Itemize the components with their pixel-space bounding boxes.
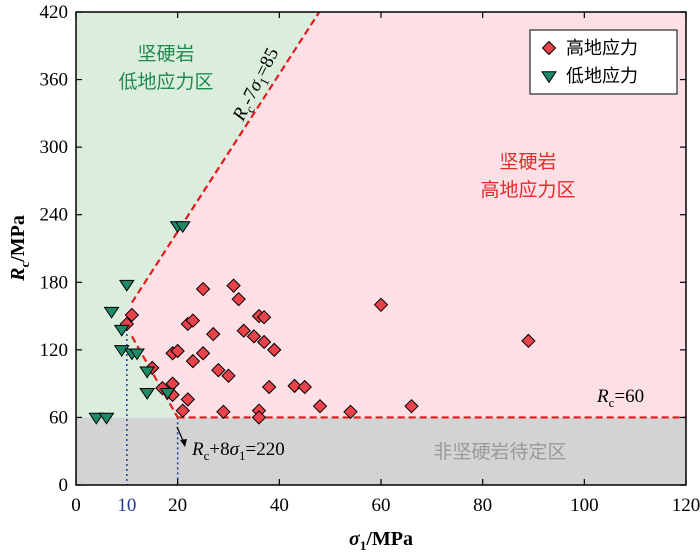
y-tick-label: 360 bbox=[40, 70, 69, 91]
low-stress-point bbox=[103, 306, 120, 319]
zone-label-line: 非坚硬岩待定区 bbox=[433, 441, 566, 463]
zone-label-line: 坚硬岩 bbox=[499, 151, 556, 173]
high-stress-point bbox=[236, 323, 251, 338]
low-stress-point bbox=[113, 345, 130, 358]
zone-label-line: 高地应力区 bbox=[480, 179, 575, 201]
high-stress-point bbox=[256, 309, 272, 325]
low-stress-point bbox=[88, 412, 105, 425]
high-stress-point bbox=[185, 313, 201, 328]
non-hard-rock-zone bbox=[76, 417, 686, 485]
y-tick-label: 0 bbox=[59, 475, 69, 496]
zone-label-line: 低地应力区 bbox=[118, 71, 213, 93]
high-stress-point bbox=[521, 333, 536, 349]
high-stress-point bbox=[261, 379, 277, 395]
high-stress-point bbox=[231, 291, 246, 307]
high-stress-point bbox=[206, 326, 221, 342]
x-tick-label: 80 bbox=[473, 495, 492, 516]
high-stress-point bbox=[124, 307, 140, 323]
y-tick-label: 60 bbox=[49, 407, 68, 428]
legend-label: 高地应力 bbox=[566, 38, 638, 59]
y-tick-label: 180 bbox=[40, 272, 69, 293]
legend-marker bbox=[541, 40, 557, 56]
low-stress-point bbox=[139, 366, 156, 379]
legend-box bbox=[529, 29, 678, 95]
high-stress-point bbox=[267, 342, 282, 358]
low-stress-point bbox=[113, 324, 130, 337]
y-tick-label: 120 bbox=[40, 340, 69, 361]
y-tick-label: 240 bbox=[40, 205, 69, 226]
legend-label: 低地应力 bbox=[566, 66, 638, 87]
high-stress-point bbox=[185, 353, 201, 369]
low-stress-point bbox=[129, 348, 145, 361]
high-stress-point bbox=[297, 379, 312, 395]
annotation-arrowhead bbox=[180, 439, 187, 447]
low-stress-point bbox=[98, 412, 115, 425]
x-tick-label: 40 bbox=[270, 495, 289, 516]
x-tick-label: 120 bbox=[672, 495, 700, 516]
high-stress-point bbox=[373, 297, 389, 313]
x-tick-label-10: 10 bbox=[117, 495, 136, 516]
low-stress-point bbox=[118, 279, 135, 292]
high-stress-point bbox=[211, 362, 226, 378]
legend-marker bbox=[541, 71, 557, 84]
boundary-steep-line bbox=[130, 12, 321, 304]
high-stress-point bbox=[221, 368, 236, 383]
low-stress-point bbox=[174, 221, 191, 234]
y-tick-label: 300 bbox=[40, 137, 69, 158]
high-stress-point bbox=[195, 281, 211, 297]
x-tick-label: 20 bbox=[168, 495, 187, 516]
x-tick-label: 60 bbox=[372, 495, 391, 516]
y-axis-ticks: 0 60 120 180 240 300 360 420 bbox=[40, 2, 686, 496]
x-tick-label: 100 bbox=[570, 495, 599, 516]
data-points bbox=[88, 221, 536, 425]
y-axis-title: Rc/MPa bbox=[7, 215, 32, 282]
high-stress-point bbox=[170, 343, 185, 359]
x-tick-label: 0 bbox=[71, 495, 81, 516]
equation-label-horizontal: Rc=60 bbox=[596, 386, 644, 410]
high-stress-point bbox=[195, 346, 211, 361]
low-stress-point bbox=[139, 387, 156, 400]
high-stress-point bbox=[251, 410, 267, 425]
high-stress-point bbox=[226, 278, 241, 293]
low-stress-zone bbox=[76, 12, 320, 418]
high-stress-point bbox=[312, 398, 328, 414]
high-stress-point bbox=[175, 403, 190, 418]
low-stress-point bbox=[159, 387, 176, 400]
high-stress-point bbox=[246, 329, 262, 344]
high-stress-point bbox=[216, 404, 231, 420]
high-stress-point bbox=[343, 404, 358, 420]
high-stress-point bbox=[287, 378, 302, 394]
high-stress-point bbox=[404, 398, 419, 414]
high-stress-point bbox=[180, 392, 196, 407]
high-stress-point bbox=[256, 334, 272, 350]
x-axis-ticks: 0 20 40 60 80 100 120 10 bbox=[71, 12, 700, 516]
zone-label-line: 坚硬岩 bbox=[137, 43, 194, 65]
x-axis-title: σ1/MPa bbox=[349, 528, 413, 553]
equation-label-diagonal: Rc+8σ1=220 bbox=[191, 439, 285, 463]
y-tick-label: 420 bbox=[40, 2, 69, 23]
